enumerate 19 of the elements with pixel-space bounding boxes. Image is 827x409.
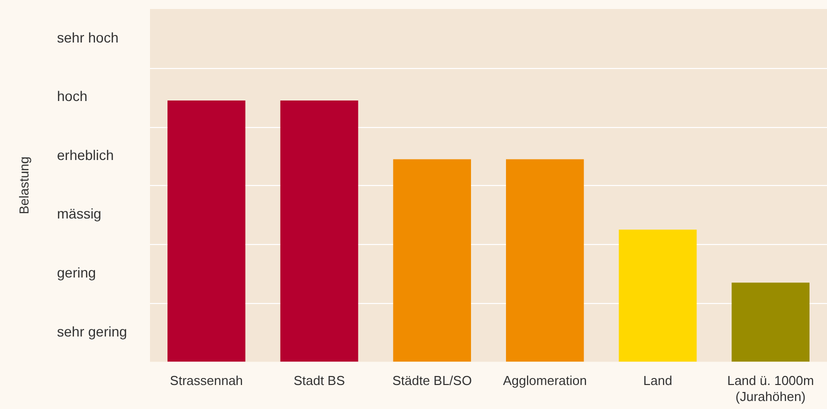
x-tick-label: Städte BL/SO bbox=[392, 373, 472, 388]
text: sehr hoch bbox=[57, 29, 118, 46]
bar bbox=[732, 282, 810, 362]
bar bbox=[280, 100, 358, 362]
bar bbox=[506, 159, 584, 362]
text: sehr gering bbox=[57, 323, 128, 340]
text: hoch bbox=[57, 88, 88, 104]
text: mässig bbox=[57, 206, 102, 222]
x-tick-label: Strassennah bbox=[170, 373, 243, 388]
text: gering bbox=[57, 264, 96, 280]
bar bbox=[167, 100, 246, 362]
x-tick-label: Land bbox=[643, 373, 672, 388]
x-tick-label: Agglomeration bbox=[503, 373, 587, 388]
bar bbox=[618, 230, 697, 362]
text: Belastung bbox=[16, 156, 32, 214]
text: erheblich bbox=[57, 146, 114, 163]
x-tick-label: Land ü. 1000m (Jurahöhen) bbox=[727, 373, 814, 404]
bar bbox=[393, 159, 472, 362]
x-tick-label: Stadt BS bbox=[294, 373, 346, 388]
